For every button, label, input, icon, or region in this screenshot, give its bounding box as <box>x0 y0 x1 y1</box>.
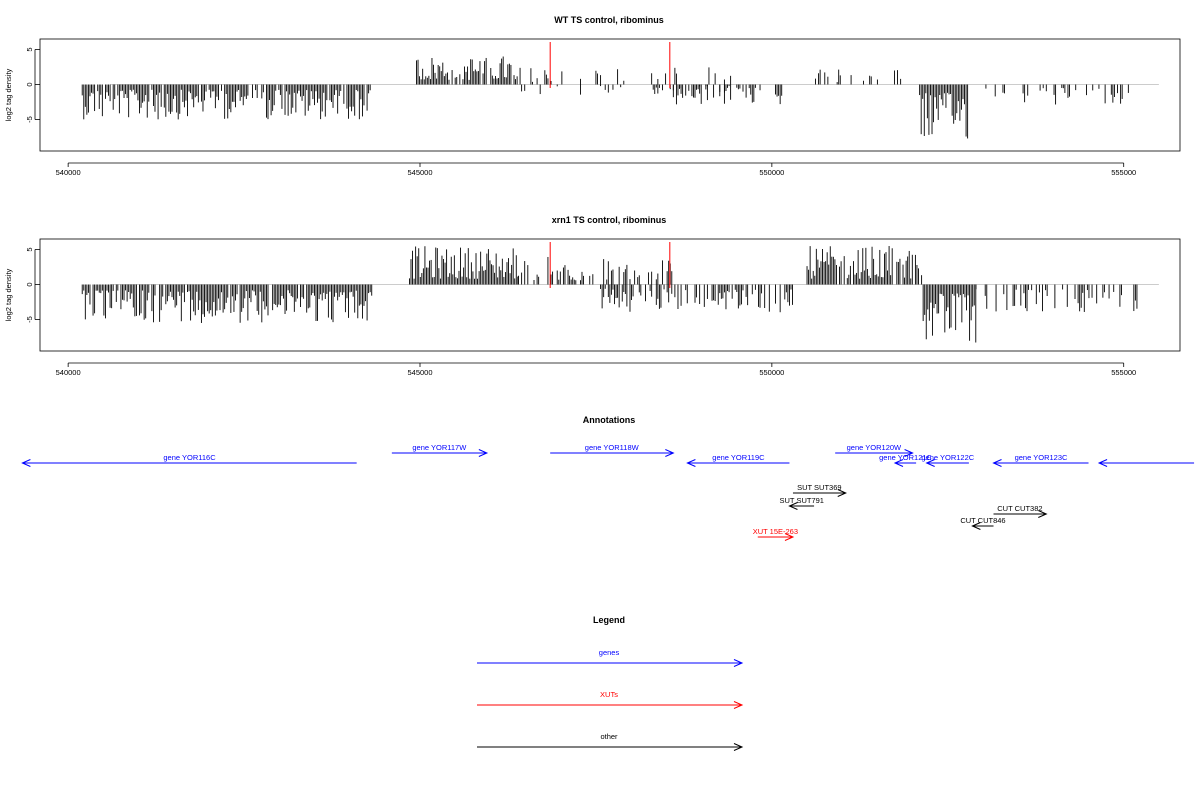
xrn1-ytick-label: 0 <box>25 282 34 286</box>
annotation-feature: gene YOR121C <box>879 453 933 467</box>
xrn1-track-panel: xrn1 TS control, ribominus log2 tag dens… <box>4 215 1181 377</box>
arrow-head-icon <box>971 522 981 530</box>
wt-track-ylabel: log2 tag density <box>4 68 13 121</box>
legend-label: XUTs <box>600 690 618 699</box>
wt-bars <box>81 56 1129 139</box>
annotation-feature: gene YOR116C <box>21 453 357 467</box>
annotation-feature <box>1097 459 1195 467</box>
annotation-feature: gene YOR123C <box>992 453 1089 467</box>
annotation-feature: gene YOR122C <box>921 453 975 467</box>
arrow-head-icon <box>1038 510 1048 518</box>
feature-label: gene YOR116C <box>163 453 216 462</box>
annotation-feature: CUT CUT846 <box>960 516 1006 530</box>
wt-xtick-label: 555000 <box>1111 168 1136 177</box>
xrn1-ytick-label: -5 <box>25 316 34 323</box>
arrow-head-icon <box>665 449 675 457</box>
arrow-head-icon <box>733 743 744 751</box>
legend-item: genes <box>477 648 744 667</box>
arrow-head-icon <box>733 659 744 667</box>
feature-label: gene YOR118W <box>585 443 640 452</box>
annotation-feature: CUT CUT382 <box>993 504 1048 518</box>
arrow-head-icon <box>686 459 696 467</box>
xrn1-xtick-label: 545000 <box>407 368 432 377</box>
legend-label: other <box>600 732 618 741</box>
arrow-head-icon <box>837 489 847 497</box>
wt-xtick-label: 550000 <box>759 168 784 177</box>
feature-label: gene YOR122C <box>921 453 974 462</box>
feature-label: gene YOR121C <box>879 453 932 462</box>
legend-items: genes XUTs other <box>477 648 744 751</box>
xrn1-track-ylabel: log2 tag density <box>4 268 13 321</box>
feature-label: gene YOR120W <box>847 443 902 452</box>
arrow-head-icon <box>733 701 744 709</box>
feature-label: gene YOR119C <box>712 453 765 462</box>
xrn1-xtick-label: 550000 <box>759 368 784 377</box>
arrow-head-icon <box>1097 459 1108 467</box>
arrow-head-icon <box>478 449 489 457</box>
annotation-feature: SUT SUT369 <box>792 483 847 497</box>
legend-item: other <box>477 732 744 751</box>
wt-track-panel: WT TS control, ribominus log2 tag densit… <box>4 15 1181 177</box>
wt-track-title: WT TS control, ribominus <box>554 15 664 25</box>
xrn1-ytick-label: 5 <box>25 247 34 251</box>
wt-xtick-label: 545000 <box>407 168 432 177</box>
arrow-head-icon <box>788 502 798 510</box>
annotation-feature: gene YOR118W <box>550 443 675 457</box>
annotation-feature: gene YOR117W <box>391 443 489 457</box>
xrn1-bars <box>81 246 1138 343</box>
xrn1-plot-frame <box>39 238 1181 352</box>
annotations-title: Annotations <box>583 415 636 425</box>
arrow-head-icon <box>904 449 914 457</box>
wt-xtick-label: 540000 <box>56 168 81 177</box>
wt-ytick-label: 0 <box>25 82 34 86</box>
annotation-features: gene YOR116C gene YOR117W gene YOR118W gene… <box>21 443 1195 541</box>
legend-label: genes <box>599 648 620 657</box>
annotation-feature: XUT 15E-263 <box>753 527 798 541</box>
feature-label: SUT SUT791 <box>780 496 824 505</box>
legend-item: XUTs <box>477 690 744 709</box>
xrn1-track-title: xrn1 TS control, ribominus <box>552 215 667 225</box>
annotation-feature: SUT SUT791 <box>780 496 824 510</box>
feature-label: XUT 15E-263 <box>753 527 798 536</box>
xrn1-track-plot: -5 0 5 540000 545000 550000 555000 <box>25 238 1181 377</box>
arrow-head-icon <box>925 459 935 467</box>
wt-ytick-label: 5 <box>25 47 34 51</box>
arrow-head-icon <box>893 459 904 467</box>
wt-plot-frame <box>39 38 1181 152</box>
xrn1-xtick-label: 540000 <box>56 368 81 377</box>
xrn1-xtick-label: 555000 <box>1111 368 1136 377</box>
wt-track-plot: -5 0 5 540000 545000 550000 555000 <box>25 38 1181 177</box>
feature-label: gene YOR117W <box>412 443 467 452</box>
annotation-feature: gene YOR119C <box>686 453 790 467</box>
feature-label: CUT CUT846 <box>960 516 1005 525</box>
feature-label: CUT CUT382 <box>997 504 1042 513</box>
arrow-head-icon <box>21 459 31 467</box>
arrow-head-icon <box>992 459 1002 467</box>
legend-title: Legend <box>593 615 625 625</box>
annotation-feature: gene YOR120W <box>835 443 914 457</box>
wt-ytick-label: -5 <box>25 116 34 123</box>
feature-label: gene YOR123C <box>1015 453 1068 462</box>
feature-label: SUT SUT369 <box>797 483 841 492</box>
legend-panel: Legend genes XUTs other <box>477 615 744 751</box>
arrow-head-icon <box>784 533 795 541</box>
